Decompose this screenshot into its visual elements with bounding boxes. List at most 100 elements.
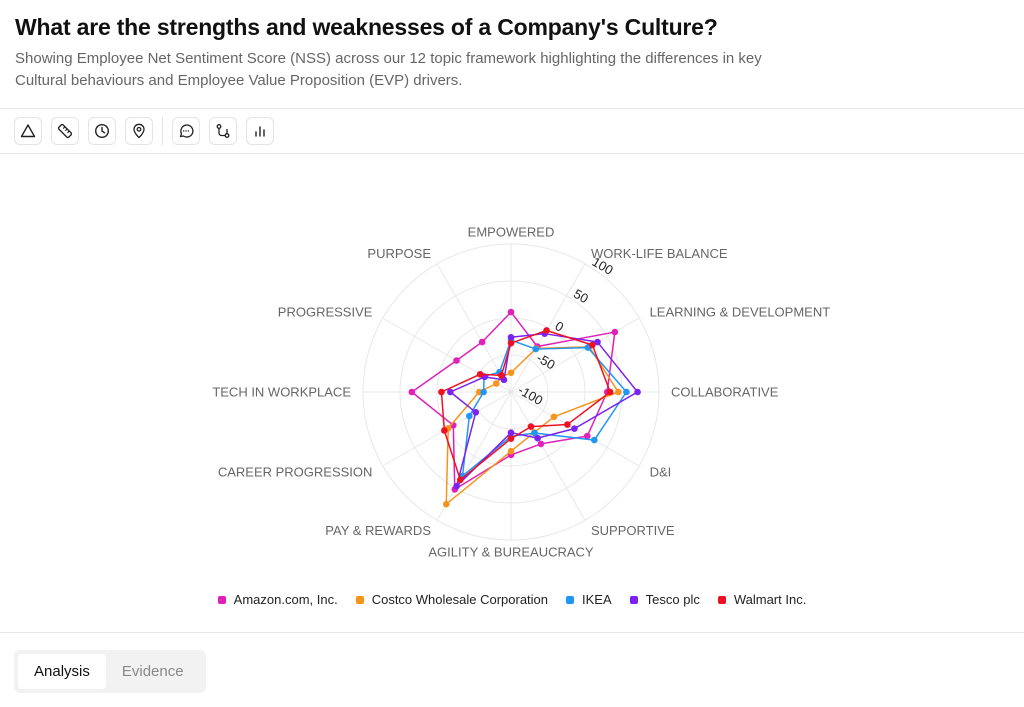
data-point: [507, 435, 515, 442]
axis-label: EMPOWERED: [468, 225, 555, 240]
data-point: [537, 440, 545, 448]
data-point: [408, 388, 416, 396]
axis-label: PURPOSE: [367, 246, 431, 261]
data-point: [611, 328, 619, 336]
git-pull-request-icon: [216, 124, 230, 138]
map-pin-icon: [133, 123, 145, 139]
toolbar-divider: [0, 153, 1024, 154]
data-point: [507, 369, 515, 377]
page-title: What are the strengths and weaknesses of…: [15, 14, 718, 40]
clock-icon: [94, 123, 110, 139]
data-point: [550, 413, 558, 421]
data-point: [594, 338, 601, 346]
data-point: [583, 432, 591, 440]
ruler-icon: [57, 123, 73, 139]
data-point: [591, 436, 598, 444]
bar-chart-button[interactable]: [246, 117, 274, 145]
data-point: [492, 380, 500, 387]
triangle-icon: [20, 124, 36, 138]
legend-label: Costco Wholesale Corporation: [371, 592, 549, 607]
data-point: [472, 409, 480, 416]
data-point: [543, 327, 550, 334]
data-point: [507, 447, 515, 455]
data-point: [453, 357, 460, 364]
data-point: [615, 388, 622, 396]
message-icon: [179, 124, 194, 138]
toolbar: [14, 117, 283, 145]
legend-label: IKEA: [582, 592, 612, 607]
data-point: [507, 429, 515, 437]
data-point: [507, 308, 515, 316]
data-point: [571, 425, 578, 432]
bar-chart-icon: [255, 126, 265, 137]
data-point: [442, 500, 450, 508]
axis-label: COLLABORATIVE: [671, 385, 779, 400]
legend-label: Tesco plc: [645, 592, 700, 607]
radial-tick-label: 0: [553, 318, 567, 335]
toolbar-separator: [162, 117, 163, 145]
clock-button[interactable]: [88, 117, 116, 145]
chart-legend: Amazon.com, Inc. Costco Wholesale Corpora…: [0, 592, 1024, 607]
axis-label: D&I: [650, 465, 672, 480]
data-point: [498, 372, 505, 379]
triangle-button[interactable]: [14, 117, 42, 145]
radial-tick-label: 50: [571, 286, 591, 306]
radar-chart: EMPOWERED WORK-LIFE BALANCE LEARNING & DEV…: [212, 225, 831, 560]
view-tabs: Analysis Evidence: [14, 650, 206, 693]
grid-spoke: [436, 391, 512, 521]
axis-label: TECH IN WORKPLACE: [212, 385, 351, 400]
legend-item[interactable]: IKEA: [566, 592, 612, 607]
legend-label: Amazon.com, Inc.: [233, 592, 338, 607]
data-point: [480, 388, 487, 396]
data-point: [564, 421, 571, 428]
legend-label: Walmart Inc.: [733, 592, 807, 607]
radial-tick-label: -50: [534, 350, 558, 372]
grid-spoke: [510, 391, 586, 521]
legend-swatch: [566, 595, 575, 604]
axis-label: SUPPORTIVE: [591, 523, 675, 538]
grid-spoke: [510, 317, 640, 393]
legend-swatch: [717, 595, 726, 604]
data-point: [507, 333, 515, 341]
data-point: [527, 423, 535, 430]
legend-item[interactable]: Tesco plc: [629, 592, 700, 607]
axis-label: PAY & REWARDS: [325, 523, 431, 538]
page-subtitle: Showing Employee Net Sentiment Score (NS…: [15, 50, 762, 89]
ruler-button[interactable]: [51, 117, 79, 145]
legend-item[interactable]: Costco Wholesale Corporation: [355, 592, 549, 607]
data-point: [438, 388, 445, 396]
data-point: [453, 482, 460, 490]
data-point: [478, 338, 486, 346]
data-point: [476, 370, 484, 378]
tab-analysis[interactable]: Analysis: [18, 654, 106, 689]
data-point: [534, 434, 541, 442]
data-point: [531, 429, 538, 437]
tab-evidence[interactable]: Evidence: [121, 663, 184, 680]
legend-item[interactable]: Amazon.com, Inc.: [217, 592, 338, 607]
map-pin-button[interactable]: [125, 117, 153, 145]
data-point: [441, 427, 448, 434]
data-point: [606, 388, 614, 396]
data-point: [457, 476, 464, 484]
data-point: [532, 345, 540, 353]
compare-button[interactable]: [209, 117, 237, 145]
header-divider: [0, 108, 1024, 109]
legend-swatch: [629, 595, 638, 604]
data-point: [634, 388, 641, 396]
legend-swatch: [355, 595, 364, 604]
data-point: [447, 388, 454, 396]
data-point: [466, 412, 473, 420]
footer-divider: [0, 632, 1024, 633]
axis-label: AGILITY & BUREAUCRACY: [428, 545, 594, 560]
axis-label: LEARNING & DEVELOPMENT: [650, 305, 831, 320]
axis-label: CAREER PROGRESSION: [218, 465, 373, 480]
grid-spoke: [382, 317, 512, 393]
data-point: [507, 339, 515, 347]
radial-tick-label: -100: [516, 382, 546, 408]
data-point: [623, 388, 630, 396]
comment-button[interactable]: [172, 117, 200, 145]
data-point: [589, 341, 596, 349]
legend-item[interactable]: Walmart Inc.: [717, 592, 807, 607]
legend-swatch: [217, 595, 226, 604]
axis-label: WORK-LIFE BALANCE: [591, 246, 728, 261]
